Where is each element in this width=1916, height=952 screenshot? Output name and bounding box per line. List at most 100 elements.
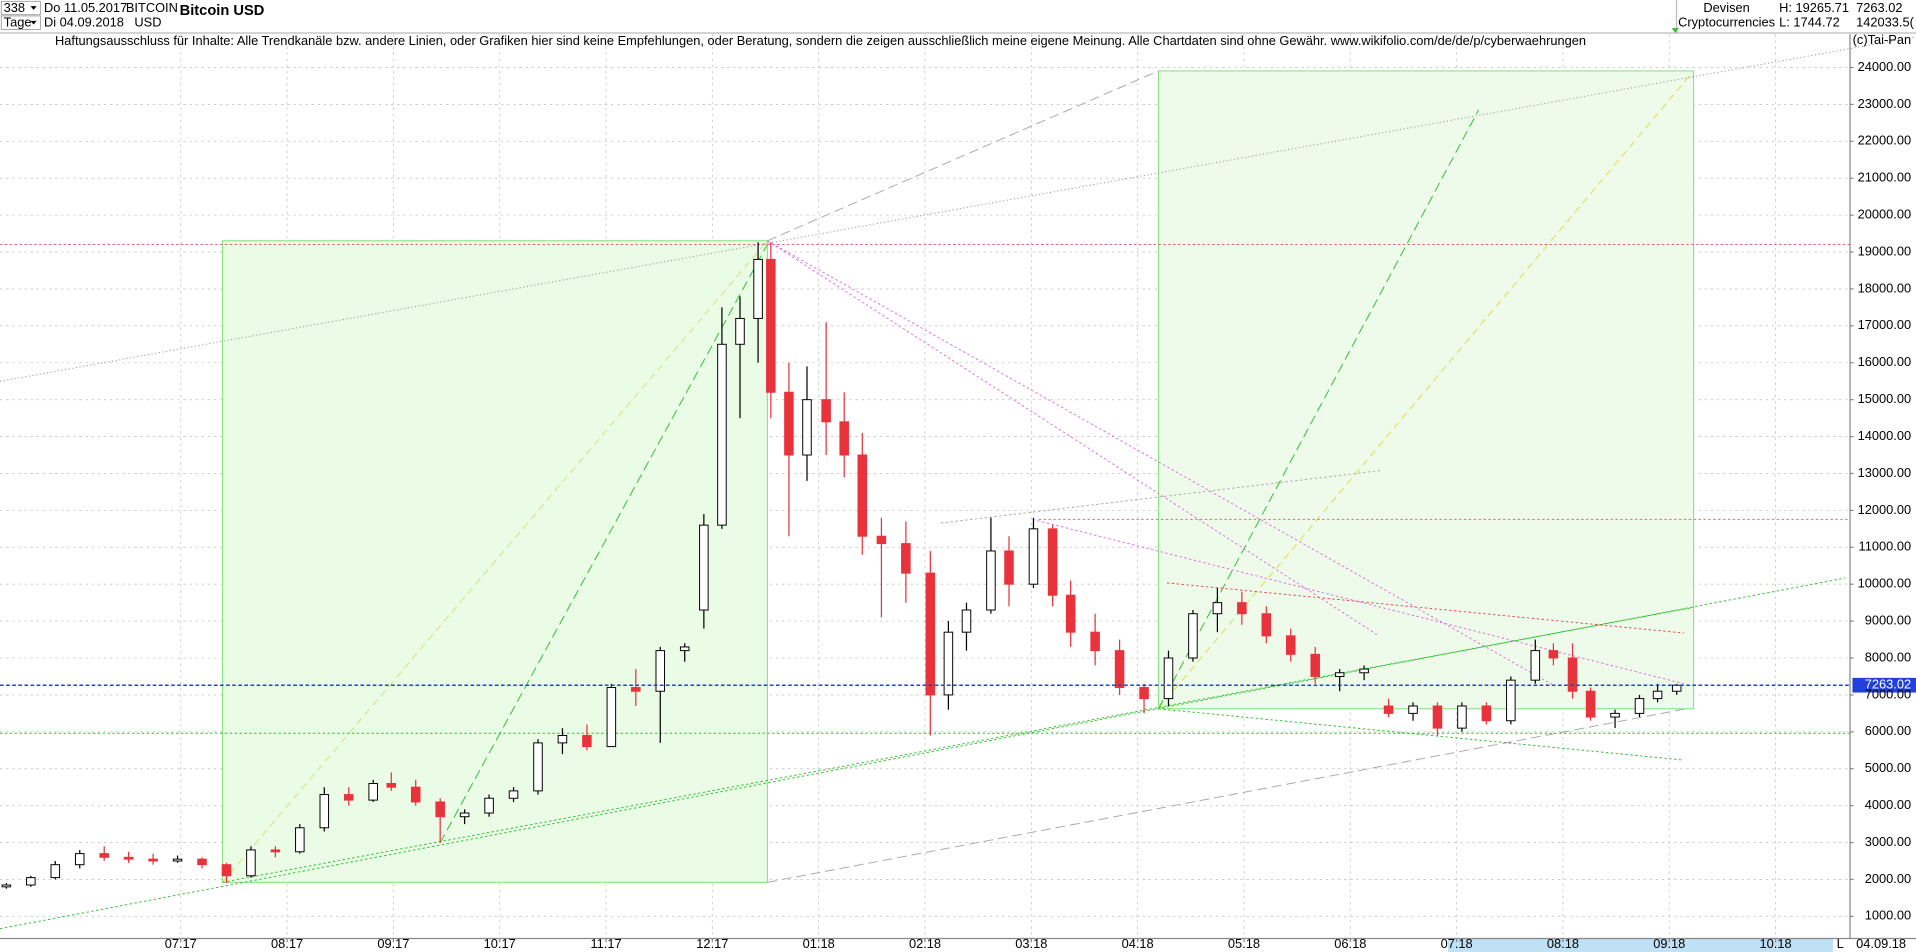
last-price-label: 7263.02 xyxy=(1865,677,1911,692)
candle-body xyxy=(1634,698,1645,714)
candle-body xyxy=(295,827,305,853)
candle-body xyxy=(1139,687,1149,700)
candle-body xyxy=(50,864,61,879)
candle-body xyxy=(172,858,183,862)
x-tick-label: 05.18 xyxy=(1228,936,1260,951)
trend-line xyxy=(0,577,1846,930)
period-box[interactable] xyxy=(0,0,41,16)
candle-body xyxy=(1610,712,1620,718)
y-tick-label: 8000.00 xyxy=(1865,649,1911,664)
y-tick-label: 13000.00 xyxy=(1858,465,1912,480)
candle-body xyxy=(1065,594,1076,633)
candle-body xyxy=(270,849,281,853)
trend-line xyxy=(1166,582,1684,634)
candle-body xyxy=(533,742,543,792)
candle-body xyxy=(459,812,470,818)
y-tick-label: 23000.00 xyxy=(1858,96,1912,111)
x-tick-label: 10.18 xyxy=(1760,936,1792,951)
trend-line xyxy=(439,244,768,844)
candle-body xyxy=(1188,613,1198,659)
candle-body xyxy=(1310,653,1320,677)
y-tick-label: 4000.00 xyxy=(1865,797,1911,812)
candle-body xyxy=(925,572,936,696)
x-tick-label: 11.17 xyxy=(590,936,621,951)
candle-body xyxy=(221,864,232,877)
dropdown-arrow xyxy=(30,6,37,10)
candle-body xyxy=(1671,684,1682,692)
candle-body xyxy=(1163,657,1174,700)
trend-line xyxy=(767,70,1159,242)
last-price-box xyxy=(1852,677,1916,693)
candle-body xyxy=(508,790,519,799)
candle-body xyxy=(123,856,134,860)
candle-body xyxy=(1004,550,1014,585)
candle-body xyxy=(961,609,972,633)
candle-body xyxy=(1481,705,1492,722)
high: H: 19265.71 xyxy=(1779,0,1849,15)
candle-body xyxy=(1237,602,1247,615)
y-tick-label: 21000.00 xyxy=(1858,170,1912,185)
candle-body xyxy=(197,858,207,866)
symbol: BITCOIN xyxy=(126,0,178,15)
date-to: Di 04.09.2018 xyxy=(44,15,124,30)
candle-body xyxy=(753,258,763,319)
candles xyxy=(1,242,1682,889)
y-tick-label: 19000.00 xyxy=(1858,243,1912,258)
overlay: 7263.02 xyxy=(0,677,1916,693)
x-tick-label: 08.17 xyxy=(271,936,303,951)
x-tick-label: 07.17 xyxy=(165,936,197,951)
candle-body xyxy=(986,550,996,611)
trend-line xyxy=(1157,109,1479,710)
unit-box[interactable] xyxy=(0,15,41,30)
y-tick-label: 17000.00 xyxy=(1858,317,1912,332)
y-tick-label: 6000.00 xyxy=(1865,723,1911,738)
y-tick-label: 24000.00 xyxy=(1858,59,1912,74)
candle-body xyxy=(1359,668,1369,674)
drawings xyxy=(0,36,1916,930)
candle-body xyxy=(74,853,85,866)
category: Cryptocurrencies xyxy=(1678,15,1775,30)
trend-line xyxy=(1158,70,1694,710)
candle-body xyxy=(784,391,794,456)
candle-body xyxy=(1285,635,1296,655)
x-tick-label: 09.18 xyxy=(1653,936,1685,951)
candle-body xyxy=(1652,690,1663,700)
y-tick-label: 12000.00 xyxy=(1858,502,1912,517)
marker xyxy=(1671,28,1679,34)
candle-body xyxy=(901,543,911,574)
candle-body xyxy=(246,849,256,877)
period: 338 xyxy=(4,0,25,15)
y-tick-label: 14000.00 xyxy=(1858,428,1912,443)
candle-body xyxy=(343,794,354,801)
dropdown-arrow xyxy=(30,20,37,25)
x-tick-label: 10.17 xyxy=(484,936,516,951)
last: 7263.02 xyxy=(1856,0,1902,15)
low: L: 1744.72 xyxy=(1779,15,1840,30)
candle-body xyxy=(1506,679,1516,722)
candle-body xyxy=(1212,602,1223,615)
date-from: Do 11.05.2017 xyxy=(44,0,127,15)
candle-body xyxy=(319,794,330,829)
trend-line xyxy=(767,240,1379,636)
x-tick-label: 04.18 xyxy=(1122,936,1154,951)
y-tick-label: 5000.00 xyxy=(1865,760,1911,775)
candle-body xyxy=(655,650,666,692)
candle-body xyxy=(802,399,812,456)
y-tick-label: 18000.00 xyxy=(1858,280,1912,295)
market: Devisen xyxy=(1703,0,1749,15)
candle-body xyxy=(435,801,445,818)
y-tick-label: 20000.00 xyxy=(1858,207,1912,222)
y-tick-label: 7000.00 xyxy=(1865,686,1911,701)
candle-body xyxy=(1,884,12,888)
candle-body xyxy=(1432,705,1443,729)
candle-body xyxy=(1383,705,1394,714)
disclaimer: Haftungsausschluss für Inhalte: Alle Tre… xyxy=(55,33,1586,48)
trend-line xyxy=(222,240,768,883)
candle-body xyxy=(368,783,378,801)
x-tick-label: 07.18 xyxy=(1441,936,1473,951)
candle-body xyxy=(1567,657,1578,692)
candle-body xyxy=(735,317,745,345)
candle-body xyxy=(821,399,831,423)
candle-body xyxy=(631,687,641,692)
y-tick-label: 9000.00 xyxy=(1865,612,1911,627)
